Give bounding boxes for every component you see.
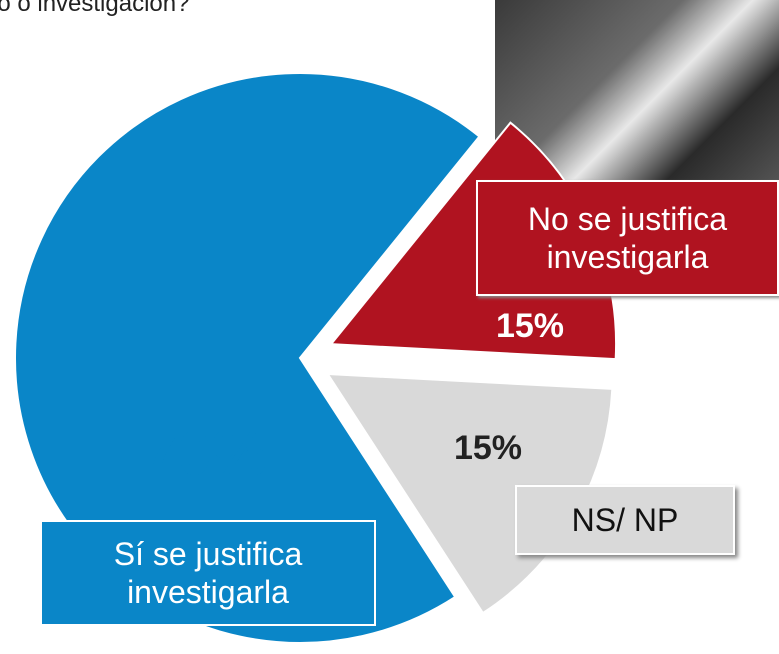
chart: lo o investigación? 70%15%15% Sí se just…: [0, 0, 779, 654]
value-label: 15%: [454, 429, 522, 467]
value-label: 15%: [496, 307, 564, 345]
category-label: NS/ NP: [515, 485, 735, 555]
category-label: No se justifica investigarla: [476, 180, 779, 296]
category-label: Sí se justifica investigarla: [40, 520, 376, 626]
value-label: 70%: [143, 419, 267, 488]
